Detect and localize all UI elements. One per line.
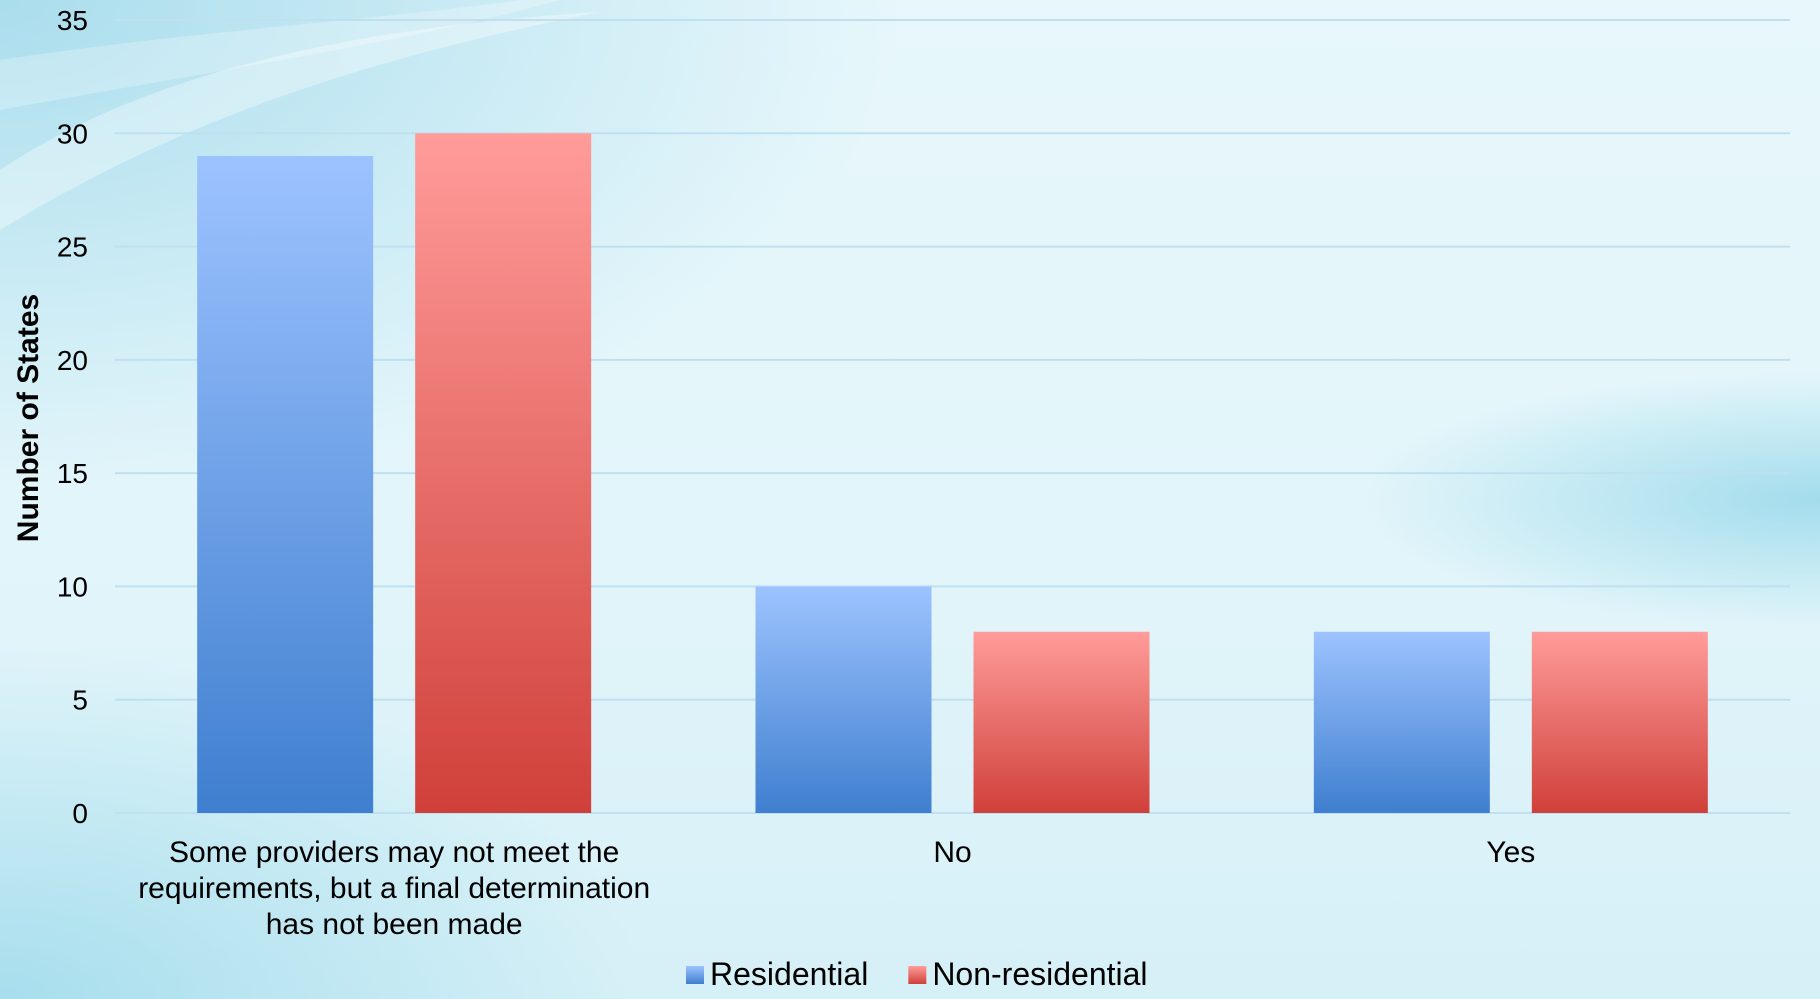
y-tick-label-25: 25 [57,232,88,263]
x-category-label-2: Yes [1486,836,1535,869]
bar-non-residential-0 [415,133,592,814]
y-tick-labels: 0 5 10 15 20 25 30 35 [57,5,88,829]
y-tick-label-10: 10 [57,571,88,602]
bar-residential-0 [197,155,374,813]
x-category-label-1: No [933,836,971,869]
bar-non-residential-2 [1531,631,1708,813]
bar-non-residential-1 [973,631,1150,813]
background-swoosh [0,0,600,230]
y-tick-label-35: 35 [57,5,88,36]
y-tick-label-15: 15 [57,458,88,489]
legend-swatch-residential [686,966,704,984]
bars [197,133,1708,814]
legend: Residential Non-residential [686,956,1148,992]
legend-label-residential: Residential [710,956,868,992]
gridlines [115,19,1790,814]
y-tick-label-0: 0 [72,798,88,829]
y-axis-title: Number of States [12,294,45,542]
x-category-labels: Some providers may not meet the requireme… [138,836,1535,941]
bar-residential-2 [1313,631,1490,813]
y-tick-label-20: 20 [57,345,88,376]
legend-label-non-residential: Non-residential [932,956,1147,992]
legend-swatch-non-residential [908,966,927,984]
y-tick-label-30: 30 [57,118,88,149]
bar-residential-1 [755,586,932,813]
x-category-label-0: Some providers may not meet the requireme… [138,836,650,941]
y-tick-label-5: 5 [72,685,88,716]
